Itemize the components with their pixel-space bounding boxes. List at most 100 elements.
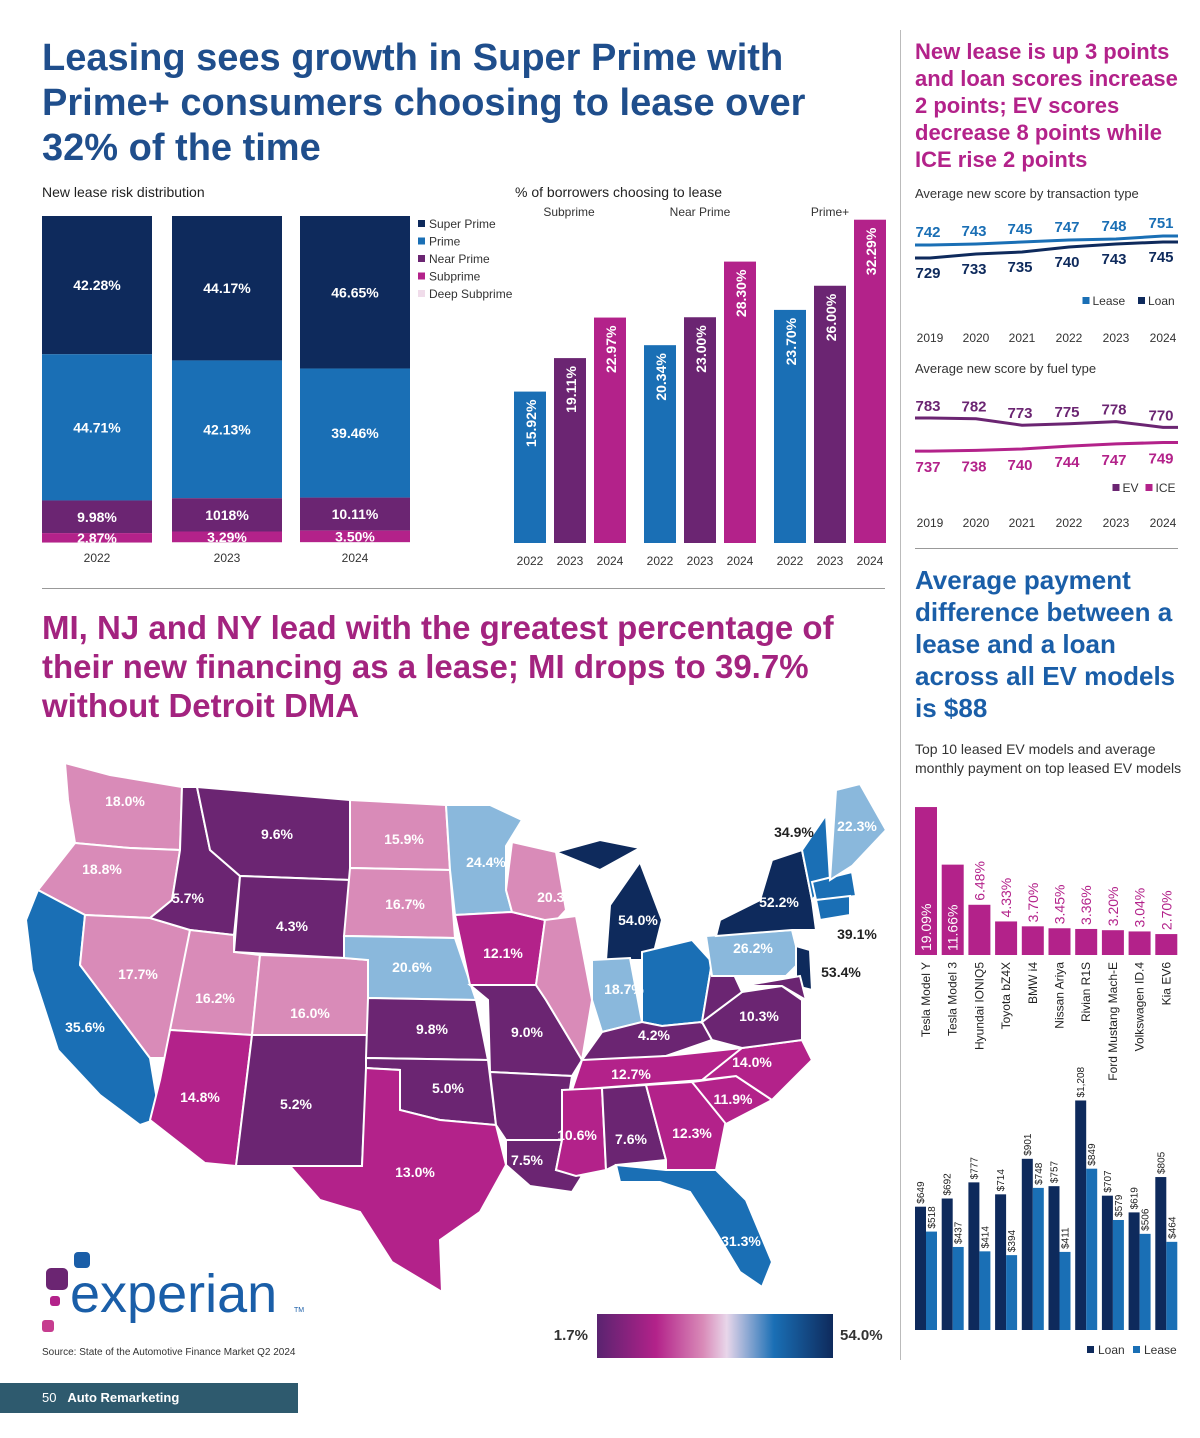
share-label: 11.66% — [945, 905, 961, 951]
state-value-label: 31.3% — [721, 1233, 761, 1249]
headline-leasing: Leasing sees growth in Super Prime with … — [42, 37, 806, 169]
page-number: 50 — [42, 1390, 57, 1405]
legend-swatch — [1145, 484, 1153, 491]
x-tick-label: 2023 — [1103, 516, 1130, 530]
loan-bar — [1155, 1177, 1167, 1330]
legend-label: EV — [1123, 481, 1139, 495]
group-label: Near Prime — [670, 205, 731, 219]
loan-value-label: $714 — [996, 1169, 1007, 1192]
legend-label: Deep Subprime — [429, 287, 513, 301]
series-line — [915, 240, 1178, 260]
segment-label: 3.50% — [335, 528, 375, 544]
bar-value-label: 23.00% — [693, 325, 709, 373]
x-tick-label: 2024 — [597, 554, 624, 568]
share-label: 3.04% — [1132, 888, 1148, 928]
state-value-label: 5.7% — [172, 890, 204, 906]
share-bar — [1048, 928, 1071, 955]
lease-bar — [952, 1246, 964, 1330]
page-footer: 50 Auto Remarketing — [0, 1383, 298, 1413]
bar-value-label: 32.29% — [863, 227, 879, 275]
bar — [554, 358, 586, 543]
loan-bar — [1075, 1100, 1087, 1330]
lease-bar — [1112, 1219, 1124, 1330]
divider — [42, 588, 885, 589]
share-label: 6.48% — [971, 861, 987, 901]
x-tick-label: 2022 — [1056, 516, 1083, 530]
model-label: BMW i4 — [1026, 962, 1040, 1004]
state-value-label: 14.0% — [732, 1054, 772, 1070]
segment-label: 10.11% — [332, 506, 379, 522]
state-value-label: 12.7% — [611, 1066, 651, 1082]
legend-min-label: 1.7% — [554, 1327, 588, 1344]
segment-label: 46.65% — [331, 284, 379, 300]
x-tick-label: 2022 — [517, 554, 544, 568]
loan-bar — [941, 1198, 953, 1330]
share-bar — [1101, 930, 1124, 955]
experian-logo: experian TM — [42, 1250, 312, 1345]
bar — [684, 317, 716, 543]
loan-bar — [1128, 1212, 1140, 1330]
legend-swatch — [418, 290, 425, 297]
x-tick-label: 2019 — [917, 516, 944, 530]
share-label: 19.09% — [918, 904, 934, 951]
stacked-bar-segment — [42, 354, 152, 501]
state-value-label: 18.7% — [604, 981, 644, 997]
x-tick-label: 2019 — [917, 331, 944, 345]
logo-text: experian — [70, 1264, 277, 1324]
x-tick-label: 2020 — [963, 516, 990, 530]
loan-value-label: $692 — [943, 1173, 954, 1196]
model-label: Ford Mustang Mach-E — [1106, 962, 1120, 1081]
loan-bar — [995, 1194, 1007, 1330]
model-label: Rivian R1S — [1079, 962, 1093, 1022]
state-tx — [287, 1066, 508, 1294]
loan-bar — [968, 1182, 980, 1330]
state-value-label: 39.1% — [837, 926, 877, 942]
x-tick-label: 2023 — [1103, 331, 1130, 345]
lease-value-label: $411 — [1061, 1227, 1072, 1249]
legend-swatch — [1087, 1346, 1094, 1353]
data-label: 742 — [915, 224, 940, 241]
state-wy — [232, 874, 352, 960]
state-value-label: 4.2% — [638, 1027, 670, 1043]
x-tick-label: 2023 — [687, 554, 714, 568]
loan-value-label: $619 — [1130, 1187, 1141, 1210]
share-label: 2.70% — [1158, 890, 1174, 930]
x-tick-label: 2024 — [1150, 516, 1177, 530]
loan-value-label: $805 — [1156, 1151, 1167, 1174]
stacked-bar-segment — [300, 368, 410, 498]
data-label: 737 — [915, 459, 940, 476]
state-va — [700, 984, 803, 1050]
data-label: 740 — [1054, 254, 1079, 271]
series-line — [915, 440, 1178, 453]
experian-logo-mark: experian TM — [42, 1252, 304, 1332]
state-value-label: 13.0% — [395, 1164, 435, 1180]
bar — [724, 261, 756, 543]
state-value-label: 9.6% — [261, 826, 293, 842]
stacked-bar-segment — [300, 497, 410, 531]
data-label: 749 — [1148, 450, 1173, 467]
x-tick-label: 2024 — [727, 554, 754, 568]
state-value-label: 9.8% — [416, 1021, 448, 1037]
svg-text:TM: TM — [294, 1307, 304, 1314]
lease-bar — [1059, 1251, 1071, 1330]
segment-label: 39.46% — [331, 425, 379, 441]
lease-bar — [1032, 1187, 1044, 1330]
lease-value-label: $849 — [1087, 1143, 1098, 1166]
loan-value-label: $649 — [916, 1181, 927, 1204]
data-label: 745 — [1148, 249, 1173, 266]
stacked-bar-segment — [42, 216, 152, 355]
loan-value-label: $707 — [1103, 1170, 1114, 1193]
legend-label: Loan — [1148, 294, 1175, 308]
x-tick-label: 2024 — [1150, 331, 1177, 345]
x-tick-label: 2024 — [857, 554, 884, 568]
data-label: 735 — [1007, 259, 1032, 276]
headline-payment: Average payment difference between a lea… — [915, 565, 1176, 723]
share-label: 3.20% — [1105, 886, 1121, 926]
state-wi — [504, 840, 568, 927]
bar — [594, 317, 626, 543]
data-label: 748 — [1101, 218, 1126, 235]
legend-label: Subprime — [429, 270, 481, 284]
share-bar — [1021, 926, 1044, 955]
x-tick-label: 2022 — [647, 554, 674, 568]
legend-label: Lease — [1093, 294, 1126, 308]
